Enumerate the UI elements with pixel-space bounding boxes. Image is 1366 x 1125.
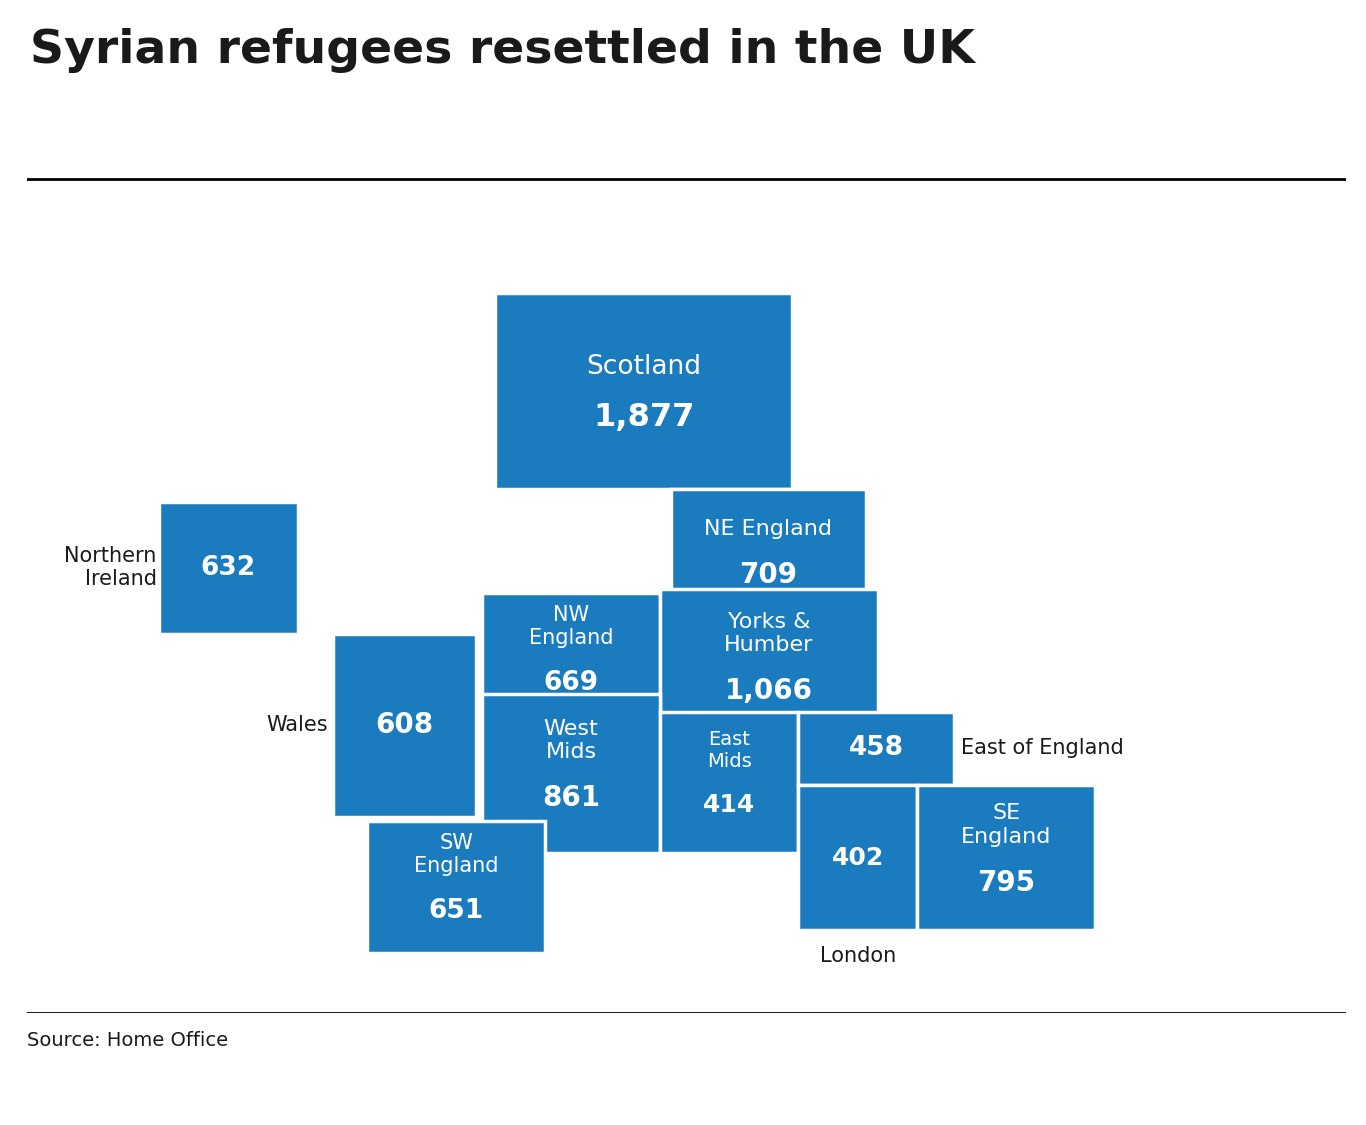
Text: 651: 651 [429,898,484,924]
Text: Syrian refugees resettled in the UK: Syrian refugees resettled in the UK [30,28,975,73]
Text: 1,066: 1,066 [725,677,813,705]
Text: NE England: NE England [703,519,832,539]
Bar [496,292,792,488]
Text: PA: PA [1259,1035,1303,1064]
Bar [158,502,298,634]
Text: Source: Home Office: Source: Home Office [27,1030,228,1050]
Bar [482,593,660,726]
Text: 414: 414 [703,793,755,818]
Text: London: London [820,946,896,966]
Text: SE
England: SE England [960,803,1052,847]
Bar [799,712,953,785]
Text: 608: 608 [376,711,433,739]
Text: 402: 402 [832,846,884,870]
Text: NW
England: NW England [529,605,613,648]
Bar [917,785,1096,930]
Bar [671,488,866,612]
Text: Scotland: Scotland [586,353,701,379]
Bar [660,588,877,744]
Text: 1,877: 1,877 [593,402,694,432]
Text: 861: 861 [542,784,600,812]
Text: East of England: East of England [960,738,1123,758]
Text: SW
England: SW England [414,834,499,876]
Text: West
Mids: West Mids [544,719,598,763]
Bar [367,821,545,953]
Bar [799,785,917,930]
Bar [1238,1019,1324,1081]
Text: 669: 669 [544,670,598,696]
Text: East
Mids: East Mids [706,730,751,772]
Bar [333,634,475,817]
Text: 458: 458 [848,736,904,762]
Text: Wales: Wales [266,716,328,736]
Bar [660,712,799,853]
Text: 632: 632 [201,556,255,582]
Text: 709: 709 [739,561,798,590]
Bar [482,693,660,853]
Text: Yorks &
Humber: Yorks & Humber [724,612,814,655]
Text: Northern
Ireland: Northern Ireland [64,547,157,590]
Text: 795: 795 [977,868,1035,897]
